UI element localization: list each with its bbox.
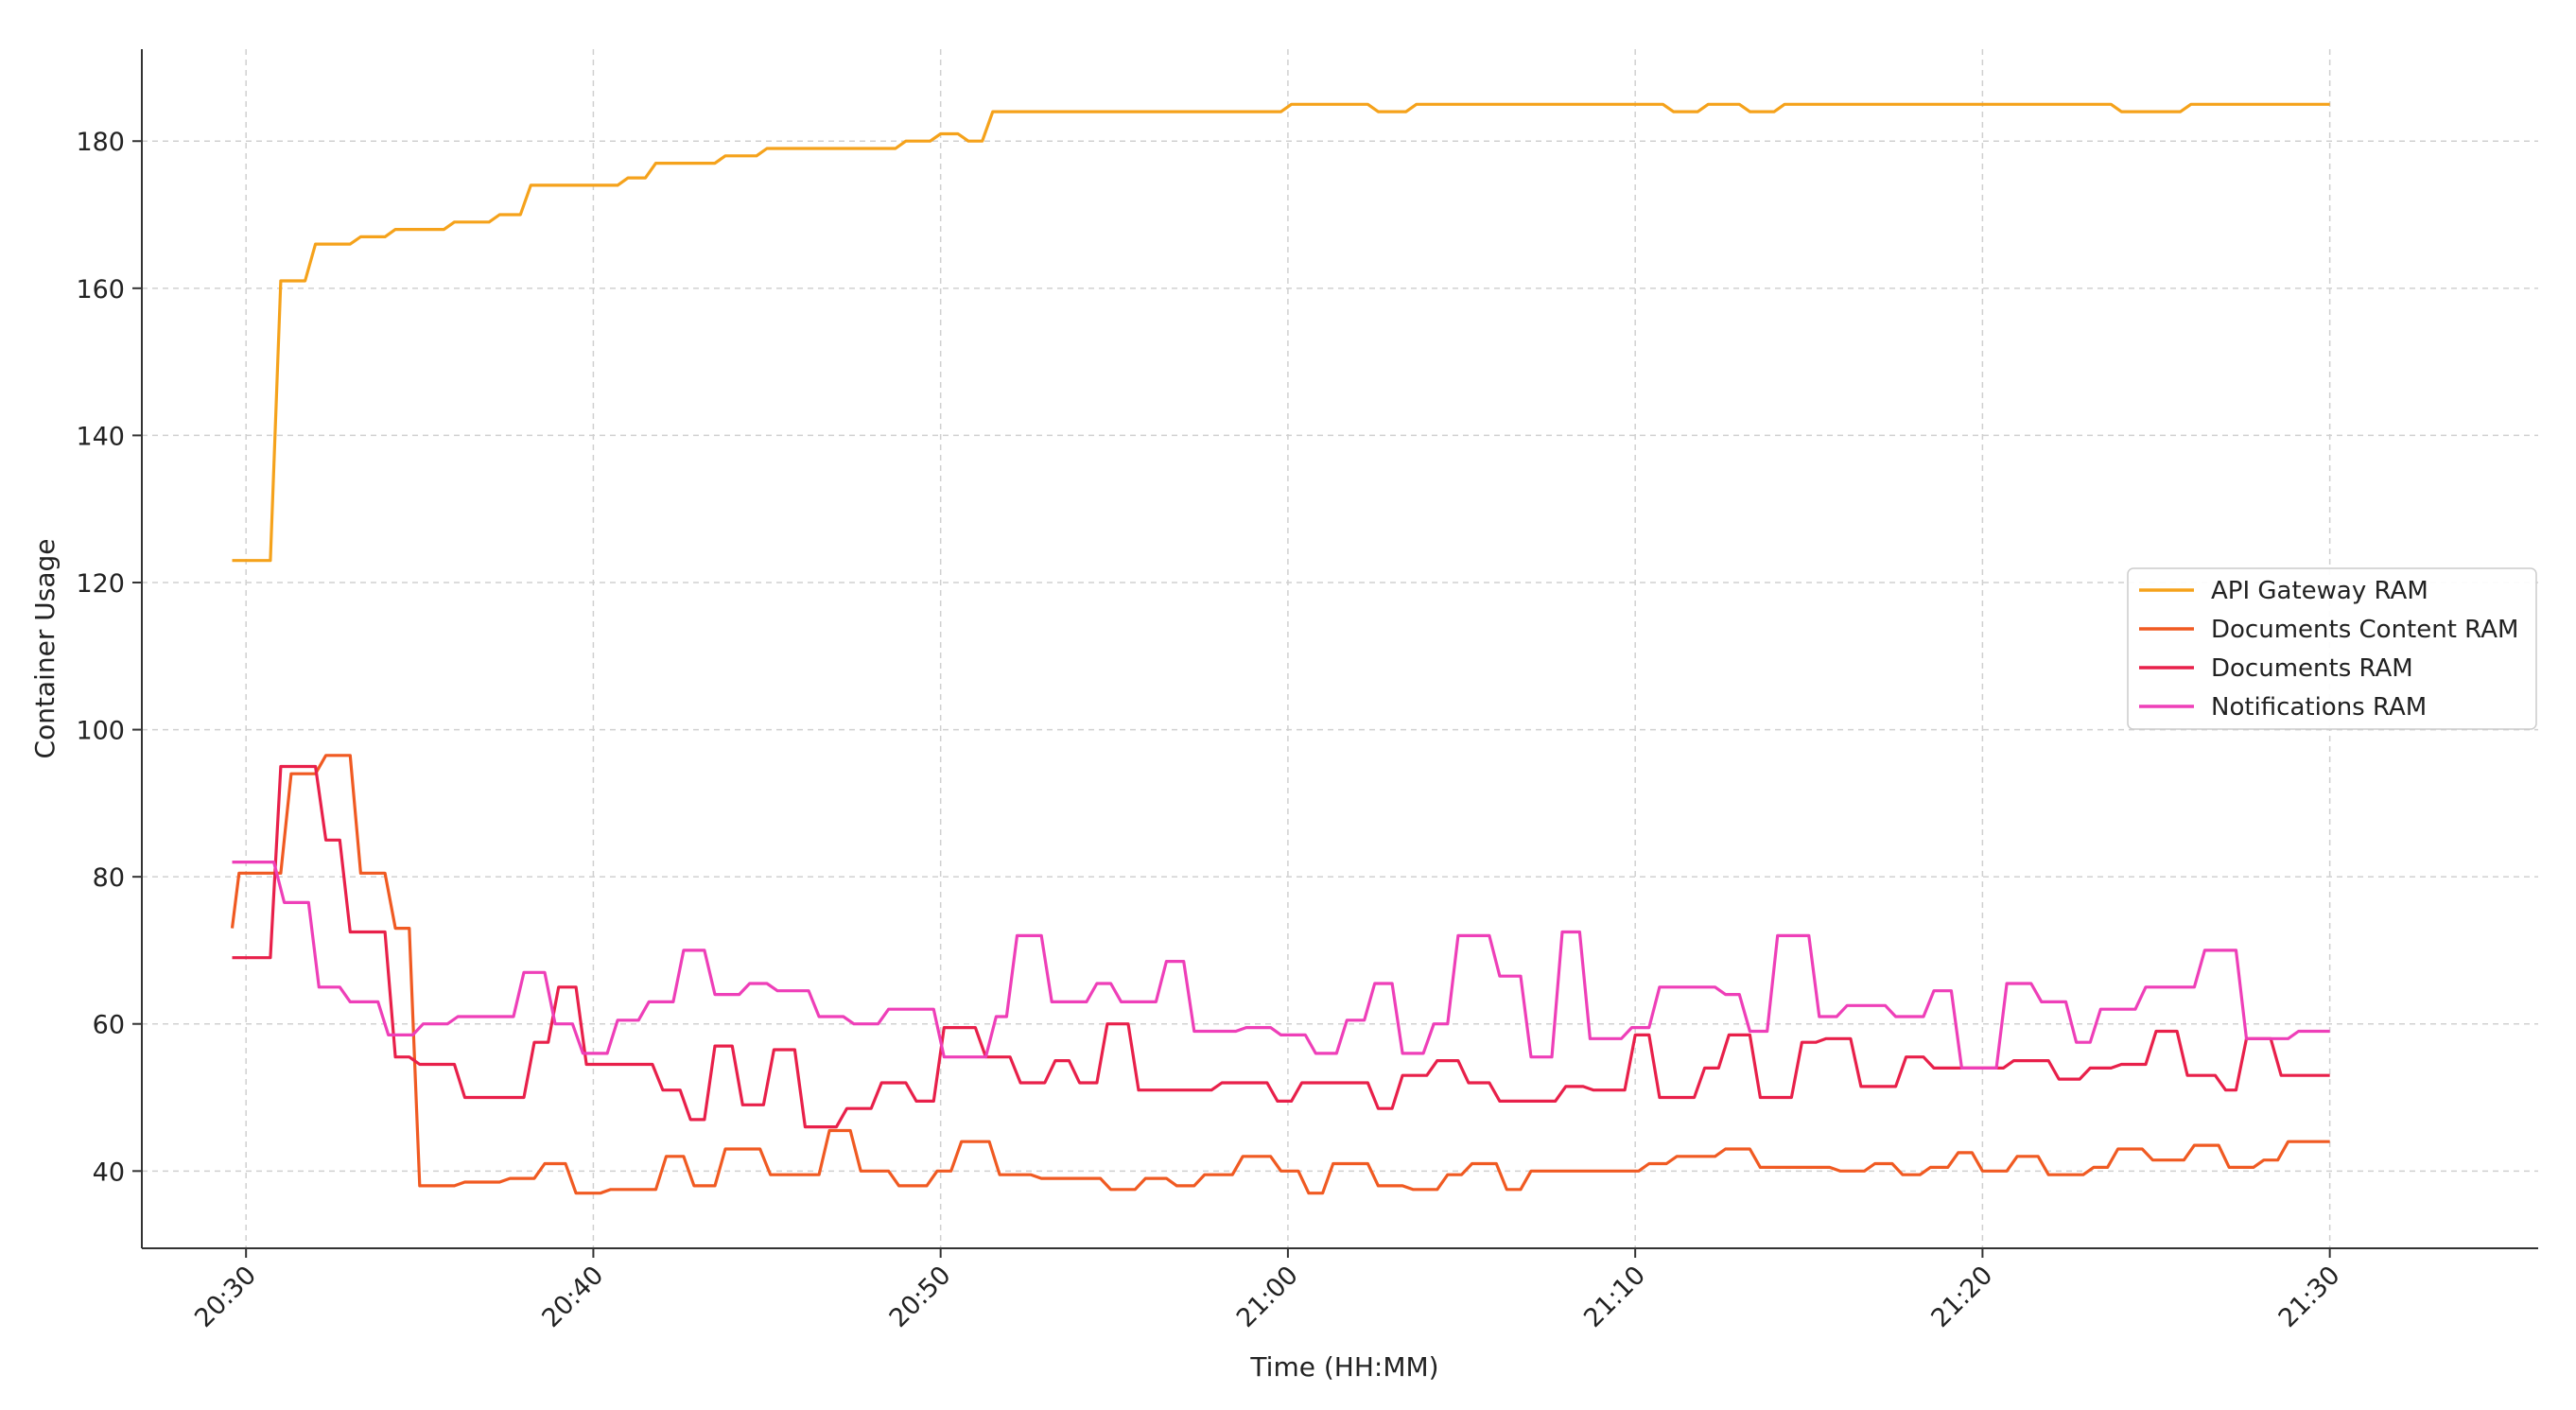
x-tick-label: 21:20 — [1925, 1261, 1998, 1333]
series-line-3 — [232, 764, 2330, 1129]
y-ticks: 40 60 80 100 120 140 160 180 — [76, 128, 142, 1187]
legend-label: Documents RAM — [2211, 654, 2413, 683]
y-tick-label: 60 — [93, 1011, 125, 1040]
y-tick-label: 180 — [76, 128, 125, 157]
legend-label: Notifications RAM — [2211, 693, 2427, 722]
series-lines — [230, 102, 2330, 1195]
grid — [142, 49, 2538, 1248]
y-tick-label: 140 — [76, 422, 125, 451]
x-tick-label: 20:50 — [884, 1261, 957, 1333]
x-ticks: 20:30 20:40 20:50 21:00 21:10 21:20 21:30 — [189, 1248, 2346, 1333]
legend-box — [2127, 567, 2537, 730]
x-tick-label: 21:30 — [2273, 1261, 2346, 1333]
legend-label: Documents Content RAM — [2211, 616, 2518, 644]
legend: API Gateway RAM Documents Content RAM Docu… — [2127, 567, 2537, 730]
y-tick-label: 120 — [76, 569, 125, 599]
x-tick-label: 21:10 — [1578, 1261, 1651, 1333]
y-tick-label: 80 — [93, 863, 125, 893]
axes — [141, 49, 2538, 1249]
y-axis-title: Container Usage — [29, 539, 61, 759]
series-line-4 — [232, 860, 2330, 1071]
x-tick-label: 20:40 — [536, 1261, 609, 1333]
y-tick-label: 160 — [76, 275, 125, 305]
y-tick-label: 100 — [76, 717, 125, 746]
series-line-2 — [230, 754, 2330, 1195]
series-line-1 — [232, 102, 2330, 563]
x-tick-label: 20:30 — [189, 1261, 262, 1333]
x-tick-label: 21:00 — [1231, 1261, 1304, 1333]
x-axis-title: Time (HH:MM) — [1249, 1351, 1438, 1383]
legend-label: API Gateway RAM — [2211, 577, 2428, 605]
y-tick-label: 40 — [93, 1158, 125, 1187]
